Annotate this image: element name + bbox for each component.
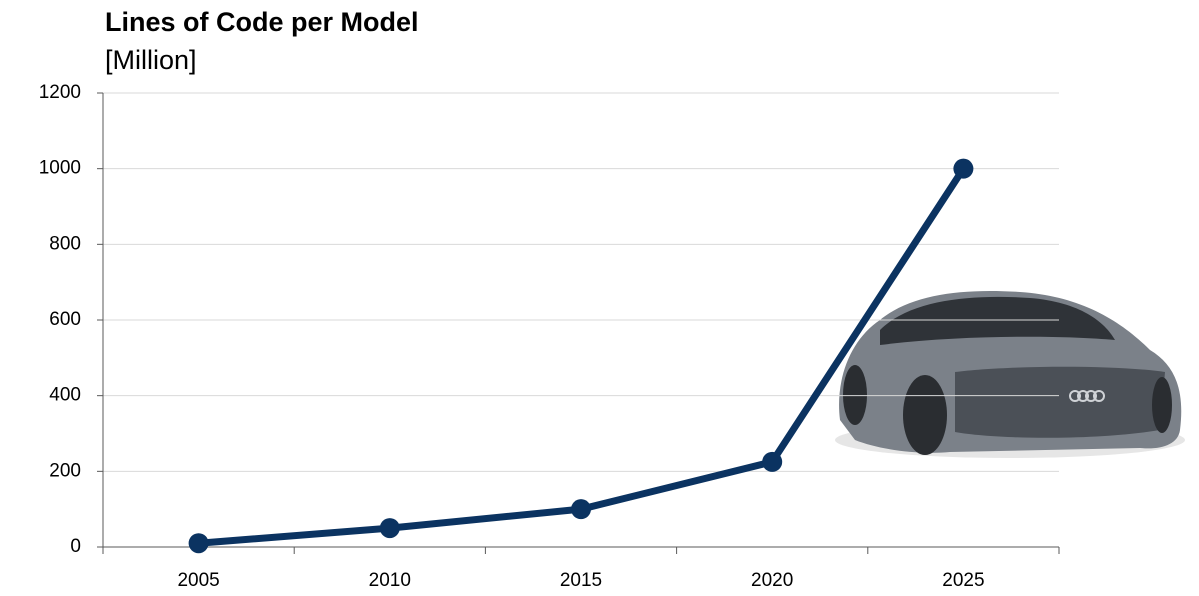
x-tick-label: 2020 — [751, 570, 793, 591]
data-line — [198, 166, 967, 547]
x-tick-label: 2015 — [560, 570, 602, 591]
y-tick-label: 200 — [49, 460, 81, 481]
y-tick-label: 0 — [70, 536, 81, 557]
y-tick-label: 800 — [49, 233, 81, 254]
y-tick-label: 400 — [49, 385, 81, 406]
data-point — [379, 518, 400, 539]
y-tick-label: 1000 — [39, 158, 81, 179]
y-tick-label: 600 — [49, 309, 81, 330]
data-point — [953, 158, 974, 179]
x-tick-label: 2025 — [942, 570, 984, 591]
y-tick-label: 1200 — [39, 82, 81, 103]
chart-title: Lines of Code per Model — [105, 7, 419, 37]
chart-subtitle: [Million] — [105, 45, 197, 75]
data-point — [188, 533, 209, 554]
x-tick-label: 2005 — [177, 570, 219, 591]
data-point — [571, 499, 591, 520]
x-tick-label: 2010 — [369, 570, 411, 591]
data-point — [762, 451, 783, 472]
car-illustration — [835, 290, 1185, 458]
